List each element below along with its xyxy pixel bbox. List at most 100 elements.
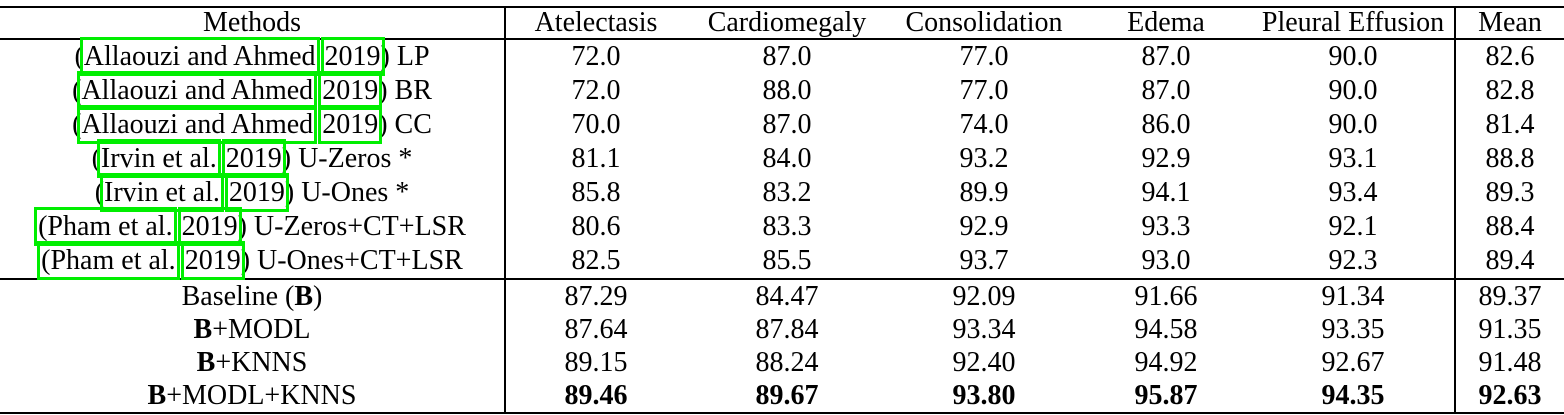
value-cell-cardiomegaly: 89.67 <box>755 380 819 411</box>
value-cell-cardiomegaly: 88.0 <box>762 75 812 106</box>
method-suffix: ) CC <box>378 109 432 140</box>
method-suffix: +KNNS <box>215 347 308 378</box>
value-cell-mean: 89.37 <box>1454 278 1564 313</box>
table-row: (Allaouzi and Ahmed 2019) BR 72.0 88.0 77… <box>0 71 1564 110</box>
method-bold-b: B <box>294 281 314 312</box>
value-cell-consolidation: 93.34 <box>952 314 1016 345</box>
value-cell-atelectasis: 72.0 <box>571 41 621 72</box>
method-cell: B+MODL <box>0 313 506 346</box>
citation-author-link[interactable]: Irvin et al. <box>96 139 221 178</box>
value-cell-pleural-effusion: 93.35 <box>1321 314 1385 345</box>
citation-year-link[interactable]: 2019 <box>221 139 286 178</box>
table-row: B+KNNS 89.15 88.24 92.40 94.92 92.67 91.… <box>0 346 1564 379</box>
citation-year-link[interactable]: 2019 <box>177 207 242 246</box>
value-cell-mean: 89.3 <box>1454 176 1564 210</box>
value-cell-cardiomegaly: 87.0 <box>762 41 812 72</box>
value-cell-mean: 89.4 <box>1454 244 1564 279</box>
value-cell-pleural-effusion: 93.1 <box>1328 143 1378 174</box>
value-cell-consolidation: 93.7 <box>959 245 1009 276</box>
citation-author-link[interactable]: Allaouzi and Ahmed <box>77 105 318 144</box>
value-cell-edema: 92.9 <box>1141 143 1191 174</box>
value-cell-pleural-effusion: 92.3 <box>1328 245 1378 276</box>
value-cell-edema: 93.0 <box>1141 245 1191 276</box>
method-cell: (Pham et al. 2019) U-Ones+CT+LSR <box>0 241 506 280</box>
citation-author-link[interactable]: Irvin et al. <box>100 173 224 212</box>
header-row: Methods Atelectasis Cardiomegaly Consoli… <box>0 7 1564 40</box>
value-cell-atelectasis: 85.8 <box>571 177 621 208</box>
value-cell-edema: 87.0 <box>1141 41 1191 72</box>
method-bold-b: B <box>147 380 167 411</box>
table-row: B+MODL+KNNS 89.46 89.67 93.80 95.87 94.3… <box>0 379 1564 413</box>
value-cell-cardiomegaly: 85.5 <box>762 245 812 276</box>
value-cell-edema: 93.3 <box>1141 211 1191 242</box>
value-cell-consolidation: 93.2 <box>959 143 1009 174</box>
value-cell-consolidation: 92.40 <box>952 347 1016 378</box>
value-cell-mean: 82.8 <box>1454 74 1564 108</box>
value-cell-mean: 88.4 <box>1454 210 1564 244</box>
table-row: (Irvin et al. 2019) U-Zeros * 81.1 84.0 9… <box>0 139 1564 178</box>
value-cell-pleural-effusion: 93.4 <box>1328 177 1378 208</box>
value-cell-cardiomegaly: 84.47 <box>686 278 888 313</box>
value-cell-pleural-effusion: 90.0 <box>1328 109 1378 140</box>
method-suffix: +MODL+KNNS <box>166 380 357 411</box>
col-header-cardiomegaly: Cardiomegaly <box>686 7 888 40</box>
value-cell-mean: 81.4 <box>1454 108 1564 142</box>
method-suffix: ) BR <box>378 75 432 106</box>
table-body: (Allaouzi and Ahmed 2019) LP 72.0 87.0 77… <box>0 37 1564 413</box>
citation-year-link[interactable]: 2019 <box>318 71 383 110</box>
citation-author-link[interactable]: (Pham et al. <box>37 241 180 280</box>
citation-open-paren: ( <box>94 177 105 208</box>
value-cell-pleural-effusion: 94.35 <box>1321 380 1385 411</box>
value-cell-consolidation: 92.9 <box>959 211 1009 242</box>
value-cell-cardiomegaly: 88.24 <box>755 347 819 378</box>
citation-year-link[interactable]: 2019 <box>320 37 385 76</box>
value-cell-edema: 94.1 <box>1141 177 1191 208</box>
method-cell: (Irvin et al. 2019) U-Ones * <box>0 173 506 212</box>
citation-open-paren: ( <box>72 75 82 106</box>
method-suffix: ) U-Ones+CT+LSR <box>240 245 463 276</box>
value-cell-mean: 91.35 <box>1454 313 1564 346</box>
value-cell-cardiomegaly: 84.0 <box>762 143 812 174</box>
citation-year-link[interactable]: 2019 <box>180 241 245 280</box>
col-header-methods: Methods <box>0 7 506 40</box>
value-cell-consolidation: 74.0 <box>959 109 1009 140</box>
value-cell-atelectasis: 72.0 <box>571 75 621 106</box>
value-cell-atelectasis: 87.64 <box>564 314 628 345</box>
value-cell-mean: 82.6 <box>1454 39 1564 74</box>
citation-author-link[interactable]: Allaouzi and Ahmed <box>77 71 318 110</box>
citation-open-paren: ( <box>91 143 101 174</box>
method-suffix: ) U-Zeros * <box>281 143 413 174</box>
method-cell: (Irvin et al. 2019) U-Zeros * <box>0 139 506 178</box>
value-cell-cardiomegaly: 83.3 <box>762 211 812 242</box>
table-row: (Irvin et al. 2019) U-Ones * 85.8 83.2 89… <box>0 173 1564 212</box>
value-cell-cardiomegaly: 87.84 <box>755 314 819 345</box>
citation-open-paren: ( <box>72 109 82 140</box>
value-cell-edema: 94.92 <box>1134 347 1198 378</box>
method-bold-b: B <box>193 314 213 345</box>
value-cell-atelectasis: 82.5 <box>571 245 621 276</box>
value-cell-pleural-effusion: 92.67 <box>1321 347 1385 378</box>
col-header-edema: Edema <box>1080 7 1252 40</box>
table-row: Baseline (B) 87.29 84.47 92.09 91.66 91.… <box>0 278 1564 313</box>
value-cell-cardiomegaly: 87.0 <box>762 109 812 140</box>
citation-year-link[interactable]: 2019 <box>224 173 289 212</box>
citation-year-link[interactable]: 2019 <box>318 105 383 144</box>
value-cell-mean: 91.48 <box>1454 346 1564 379</box>
value-cell-mean: 92.63 <box>1454 379 1564 413</box>
value-cell-pleural-effusion: 92.1 <box>1328 211 1378 242</box>
method-cell: (Allaouzi and Ahmed 2019) BR <box>0 71 506 110</box>
value-cell-mean: 88.8 <box>1454 142 1564 176</box>
method-prefix: Baseline ( <box>181 281 295 312</box>
method-suffix: ) U-Zeros+CT+LSR <box>237 211 466 242</box>
value-cell-pleural-effusion: 90.0 <box>1328 75 1378 106</box>
value-cell-atelectasis: 70.0 <box>571 109 621 140</box>
value-cell-edema: 94.58 <box>1134 314 1198 345</box>
method-suffix: ) U-Ones * <box>284 177 410 208</box>
table-row: (Allaouzi and Ahmed 2019) LP 72.0 87.0 77… <box>0 37 1564 76</box>
citation-author-link[interactable]: (Pham et al. <box>34 207 177 246</box>
value-cell-consolidation: 89.9 <box>959 177 1009 208</box>
value-cell-atelectasis: 87.29 <box>505 278 686 313</box>
citation-author-link[interactable]: Allaouzi and Ahmed <box>79 37 320 76</box>
method-cell: (Pham et al. 2019) U-Zeros+CT+LSR <box>0 207 506 246</box>
